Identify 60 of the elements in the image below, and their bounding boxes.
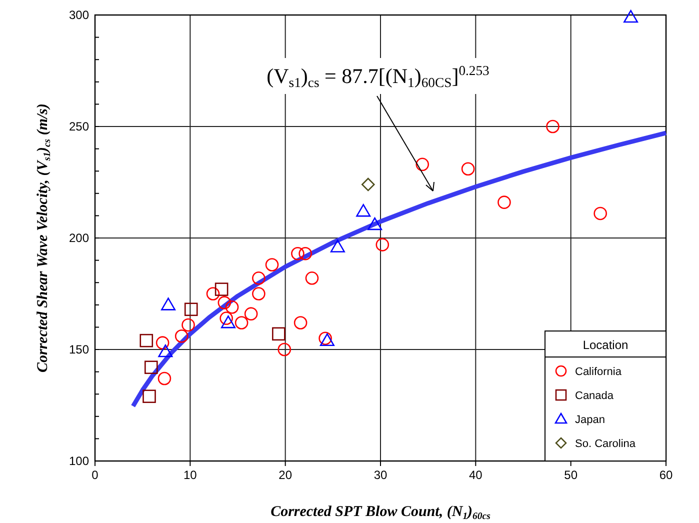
point [158,344,173,358]
point [184,302,198,316]
point [158,372,172,386]
point [140,334,154,348]
x-tick-label: 30 [374,468,388,482]
point [546,120,560,134]
text: (V$_{s1}$)$_{cs}$ = 87.7[(N$_{1}$)$_{60CS}$]$^{0.253}$ [266,62,490,90]
point [291,246,304,260]
point [156,336,170,350]
legend-label: Canada [575,390,614,402]
x-tick-label: 50 [564,468,578,482]
point [272,327,286,341]
point [220,315,236,328]
point [161,298,176,310]
x-tick-label: 20 [278,468,292,482]
point [361,178,375,192]
y-tick-label: 100 [68,454,90,468]
point [218,296,232,310]
point [368,217,382,230]
point [318,332,332,345]
point [144,360,158,374]
point [182,318,195,332]
point [498,196,511,209]
point [220,312,233,325]
point [298,246,312,260]
legend-label: Japan [575,414,605,426]
point [225,300,239,314]
point [624,10,638,23]
point [330,240,345,252]
y-tick-label: 300 [68,8,90,22]
legend-label: California [575,366,622,378]
point [142,390,156,403]
point [376,238,390,252]
x-tick-label: 40 [468,468,483,482]
legend-label: So. Carolina [575,438,636,450]
point [305,271,319,285]
point [320,333,334,346]
point [214,282,228,296]
point [265,258,279,272]
x-tick-label: 0 [92,468,99,482]
x-tick-label: 10 [183,468,198,482]
y-tick-label: 250 [68,120,90,134]
point [206,287,220,300]
point [294,316,308,330]
line-series [130,130,668,408]
x-axis-title: Corrected SPT Blow Count, (N$_{1}$)$_{60cs}$ [270,504,491,522]
point [234,316,248,330]
point [252,271,266,285]
y-tick-label: 150 [68,342,90,356]
point [356,204,371,217]
point [252,287,266,300]
point [278,342,292,356]
y-tick-label: 200 [68,231,90,245]
point [461,162,475,176]
point [244,307,258,320]
point [174,329,188,343]
point [594,206,607,220]
point [416,158,430,172]
x-tick-label: 60 [659,468,673,482]
legend-title: Location [582,338,628,352]
